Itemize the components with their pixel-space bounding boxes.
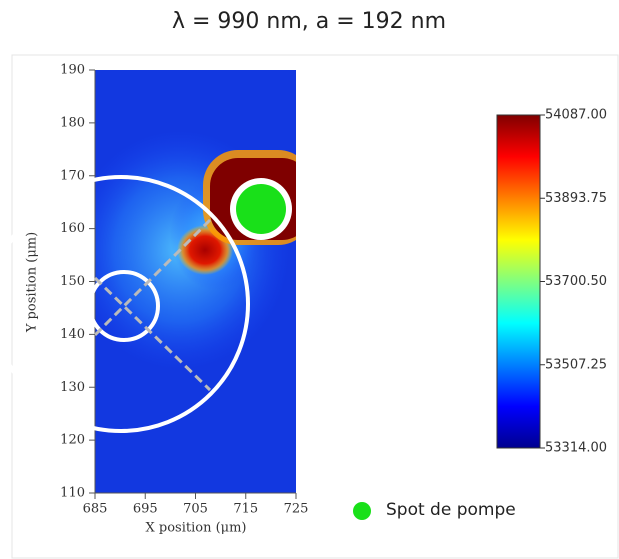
- colorbar-tick-label: 53314.00: [545, 441, 607, 456]
- colorbar: [496, 114, 541, 449]
- x-tick-label: 725: [284, 502, 309, 517]
- y-tick-label: 130: [60, 380, 85, 395]
- y-tick-label: 180: [60, 115, 85, 130]
- panel-frame: [11, 54, 619, 559]
- colorbar-tick-label: 53893.75: [545, 191, 607, 206]
- dashed-line: [93, 276, 212, 392]
- legend-marker: [353, 502, 371, 520]
- x-tick-label: 685: [83, 502, 108, 517]
- y-tick-label: 150: [60, 274, 85, 289]
- y-tick-label: 140: [60, 327, 85, 342]
- y-tick-label: 190: [60, 63, 85, 78]
- colorbar-tick-label: 53507.25: [545, 357, 607, 372]
- y-axis-label: Y position (μm): [25, 232, 40, 333]
- chart-title: λ = 990 nm, a = 192 nm: [172, 9, 446, 34]
- x-tick-label: 695: [133, 502, 158, 517]
- colorbar-tick-label: 54087.00: [545, 108, 607, 123]
- colorbar-tick-label: 53700.50: [545, 274, 607, 289]
- y-tick-label: 160: [60, 221, 85, 236]
- y-tick-label: 170: [60, 168, 85, 183]
- small-circle: [88, 270, 160, 342]
- x-axis-label: X position (μm): [146, 521, 247, 536]
- x-tick-label: 715: [233, 502, 258, 517]
- pump-spot: [236, 184, 286, 234]
- x-tick-label: 705: [183, 502, 208, 517]
- legend-label: Spot de pompe: [386, 500, 516, 520]
- large-circle: [0, 175, 250, 433]
- y-tick-label: 110: [60, 486, 85, 501]
- y-tick-label: 120: [60, 433, 85, 448]
